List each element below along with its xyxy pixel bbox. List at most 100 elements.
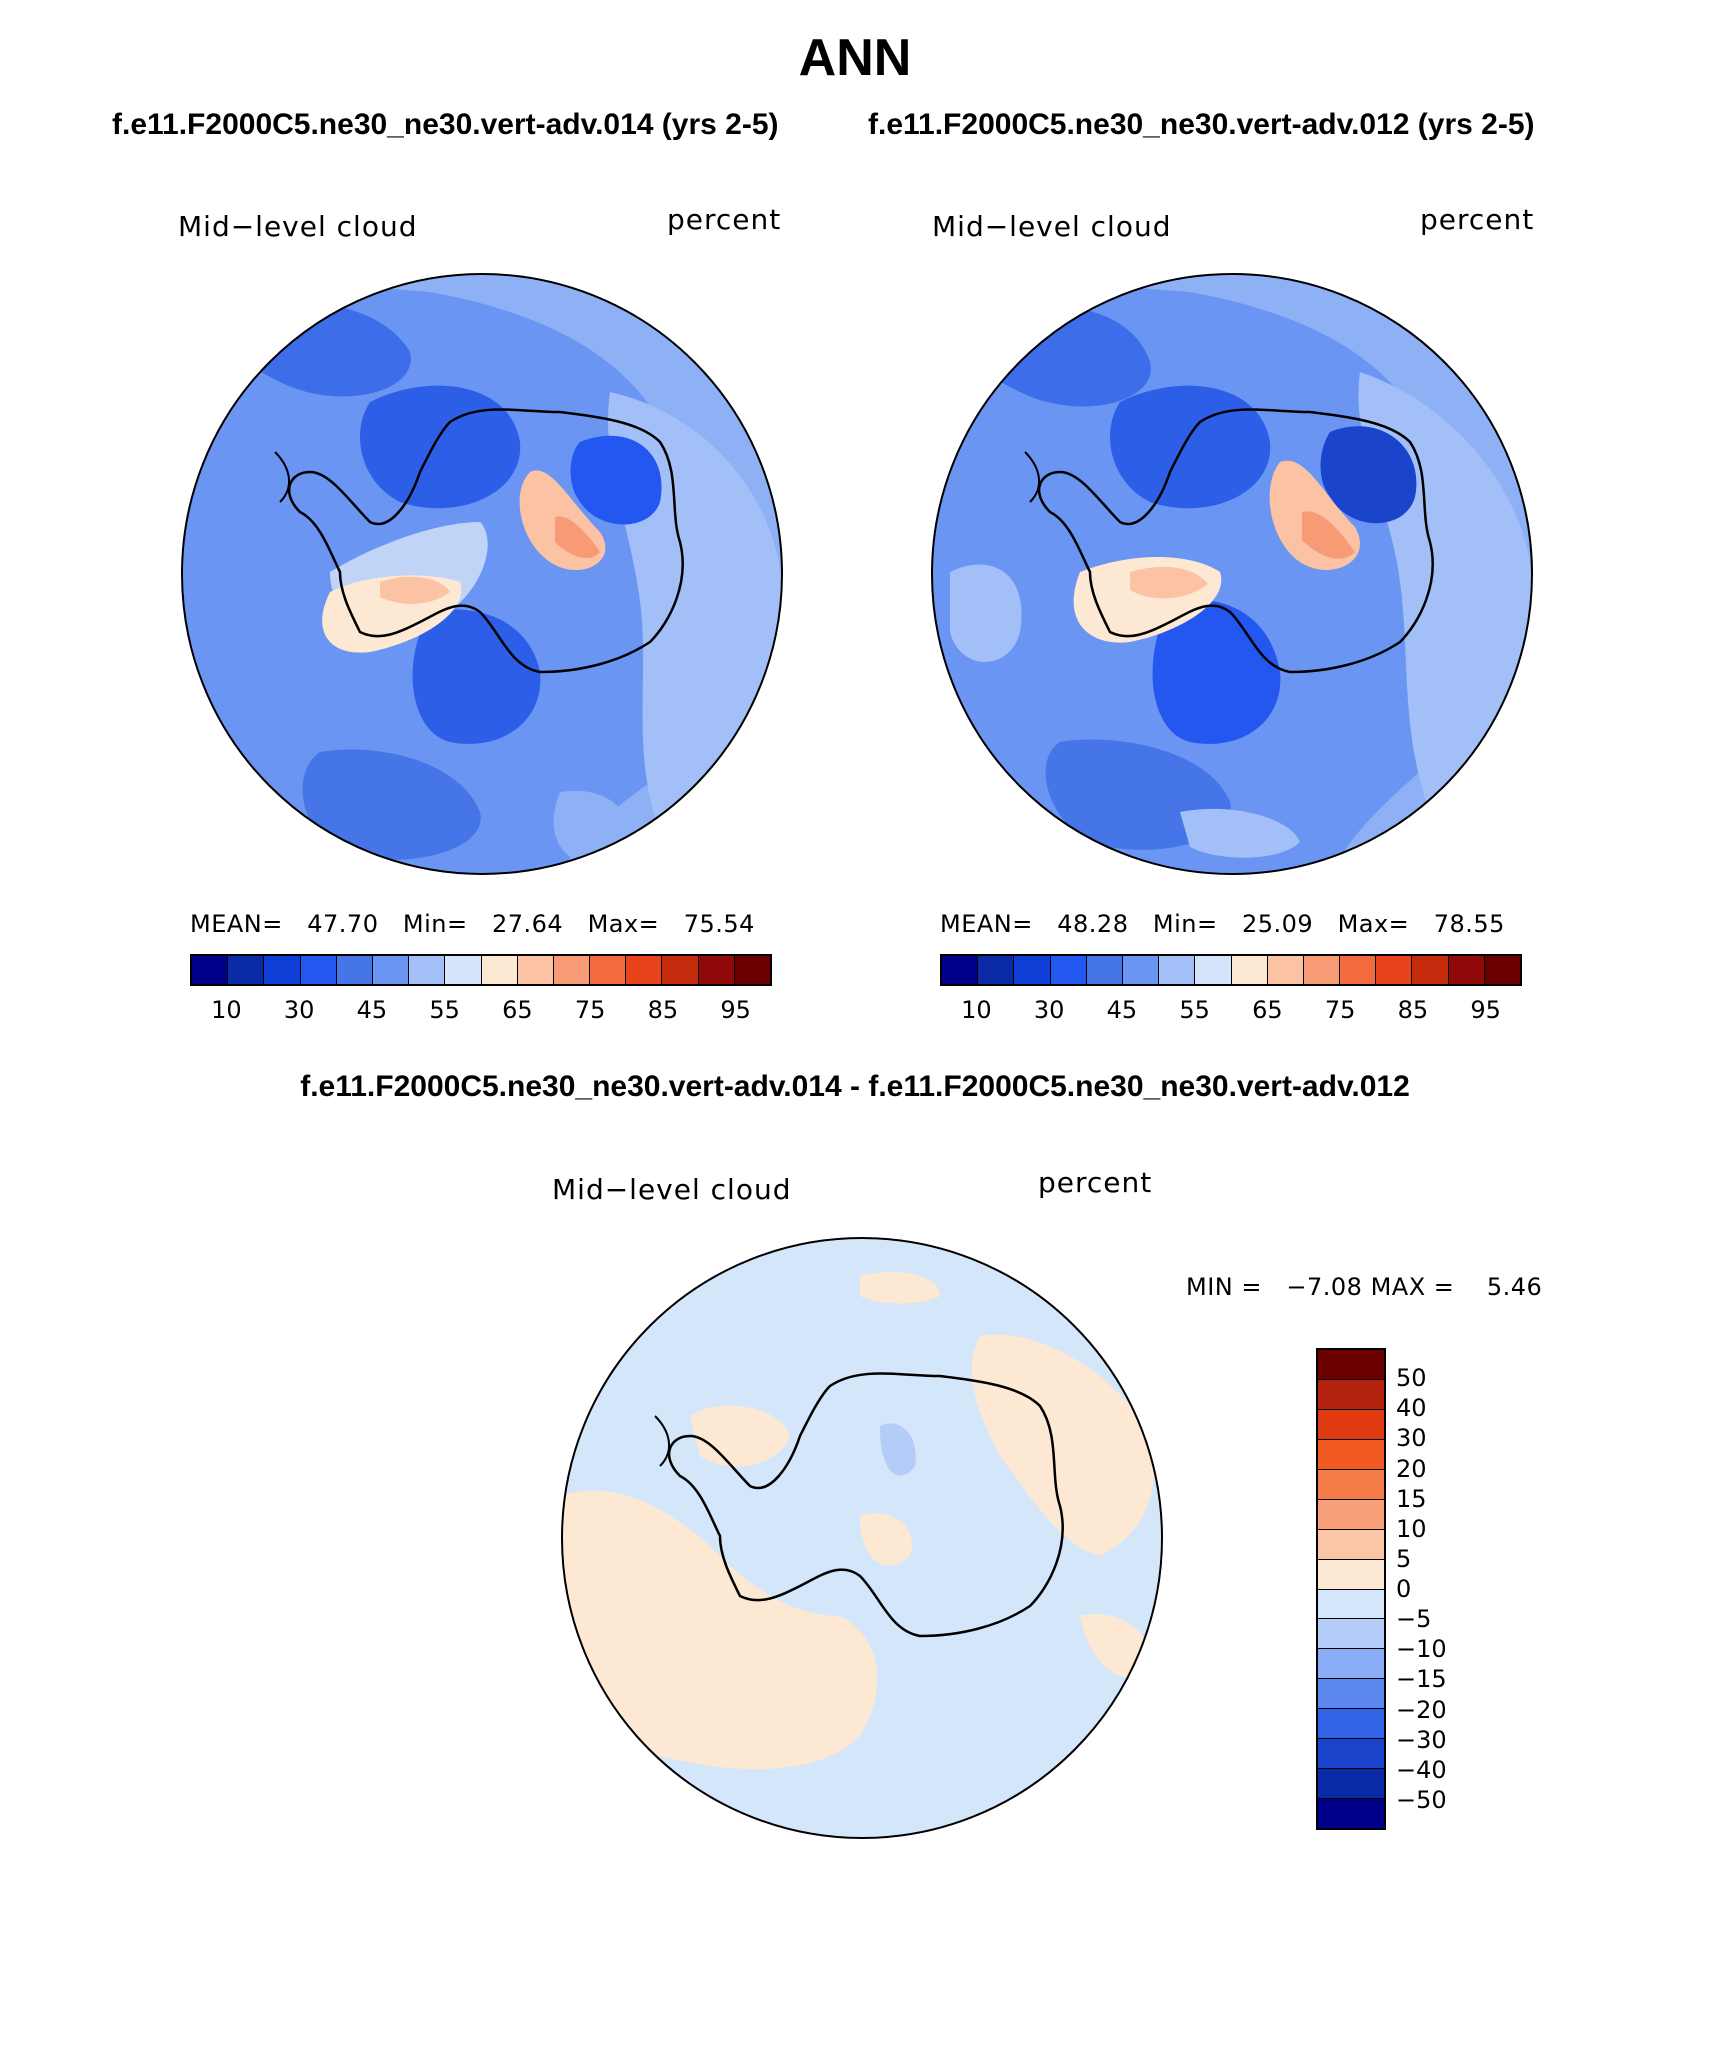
case1-max-value: 75.54 (683, 910, 755, 938)
antarctica-coastline (668, 1372, 1064, 1638)
colorbar-tick-label: −15 (1396, 1665, 1447, 1694)
case1-units-label: percent (667, 203, 782, 236)
colorbar-swatch (1318, 1409, 1384, 1440)
case2-min-value: 25.09 (1241, 910, 1314, 938)
case1-max-label: Max= (587, 910, 660, 938)
antarctica-coastline (288, 408, 684, 674)
diff-min-label: MIN = (1186, 1273, 1262, 1301)
colorbar-swatch (300, 956, 337, 984)
colorbar-tick-label: 30 (1396, 1424, 1427, 1453)
colorbar-swatch (264, 956, 301, 984)
colorbar-tick-label: −5 (1396, 1605, 1432, 1634)
case2-units-label: percent (1420, 203, 1535, 236)
case2-variable-label: Mid−level cloud (932, 210, 1172, 243)
map-field-region (562, 1490, 878, 1770)
colorbar-swatch (698, 956, 735, 984)
case1-stats: MEAN= 47.70 Min= 27.64 Max= 75.54 (190, 910, 755, 938)
colorbar-swatch (1484, 956, 1520, 984)
colorbar-swatch (1412, 956, 1449, 984)
peninsula-coastline (1024, 451, 1040, 503)
colorbar-tick-label: 10 (1396, 1514, 1427, 1543)
map-field-region (360, 385, 521, 509)
map-field-region (860, 1513, 912, 1566)
colorbar-tick-label: 15 (1396, 1484, 1427, 1513)
colorbar-tick-label: 75 (574, 996, 606, 1024)
colorbar-swatch (1318, 1799, 1384, 1828)
colorbar-swatch (1318, 1709, 1384, 1740)
case2-max-label: Max= (1337, 910, 1410, 938)
colorbar-swatch (228, 956, 265, 984)
map-field-region (971, 1334, 1155, 1556)
colorbar-tick-label: 85 (1397, 996, 1429, 1024)
map-border (181, 273, 783, 875)
map-field-region (1080, 1614, 1152, 1679)
colorbar-tick-label: −20 (1396, 1695, 1447, 1724)
colorbar-swatch (372, 956, 410, 984)
colorbar-swatch (1122, 956, 1160, 984)
case2-map (931, 273, 1533, 875)
colorbar-tick-label: 30 (283, 996, 315, 1024)
colorbar-swatch (1318, 1769, 1384, 1800)
colorbar-swatch (1318, 1589, 1384, 1620)
case2-stats: MEAN= 48.28 Min= 25.09 Max= 78.55 (940, 910, 1505, 938)
colorbar-swatch (1050, 956, 1087, 984)
map-field-region (880, 1423, 916, 1476)
diff-colorbar (1316, 1348, 1386, 1830)
case2-max-value: 78.55 (1433, 910, 1505, 938)
colorbar-tick-label: −40 (1396, 1755, 1447, 1784)
colorbar-swatch (481, 956, 518, 984)
colorbar-swatch (1376, 956, 1413, 984)
map-field-region (860, 1272, 940, 1304)
map-field-region (570, 435, 662, 525)
diff-title: f.e11.F2000C5.ne30_ne30.vert-adv.014 - f… (300, 1070, 1410, 1103)
colorbar-tick-label: 5 (1396, 1544, 1412, 1573)
page-title: ANN (798, 29, 912, 87)
map-border (931, 273, 1533, 875)
colorbar-tick-label: 85 (647, 996, 679, 1024)
colorbar-tick-label: 95 (1470, 996, 1501, 1024)
colorbar-tick-label: 55 (429, 996, 460, 1024)
colorbar-swatch (1318, 1469, 1384, 1500)
colorbar-tick-label: 45 (356, 996, 388, 1024)
map-field-region (690, 1405, 790, 1467)
colorbar-swatch (1014, 956, 1051, 984)
colorbar-tick-label: 65 (502, 996, 533, 1024)
case1-mean-label: MEAN= (190, 910, 283, 938)
peninsula-coastline (654, 1415, 670, 1467)
colorbar-tick-label: 40 (1396, 1394, 1427, 1423)
colorbar-swatch (1303, 956, 1341, 984)
colorbar-tick-label: 65 (1252, 996, 1283, 1024)
colorbar-swatch (1318, 1559, 1384, 1590)
colorbar-swatch (553, 956, 591, 984)
colorbar-swatch (734, 956, 770, 984)
colorbar-swatch (942, 956, 979, 984)
colorbar-swatch (662, 956, 699, 984)
case1-mean-value: 47.70 (307, 910, 379, 938)
case1-min-value: 27.64 (491, 910, 564, 938)
colorbar-swatch (192, 956, 229, 984)
colorbar-swatch (1318, 1439, 1384, 1470)
colorbar-swatch (1318, 1350, 1384, 1380)
colorbar-swatch (626, 956, 663, 984)
colorbar-swatch (1340, 956, 1377, 984)
colorbar-swatch (1159, 956, 1196, 984)
peninsula-coastline (274, 451, 290, 503)
case2-mean-label: MEAN= (940, 910, 1033, 938)
case1-variable-label: Mid−level cloud (178, 210, 418, 243)
case1-min-label: Min= (402, 910, 468, 938)
map-border (561, 1237, 1163, 1839)
colorbar-swatch (1086, 956, 1123, 984)
colorbar-swatch (1267, 956, 1304, 984)
colorbar-swatch (1318, 1529, 1384, 1560)
colorbar-tick-label: 10 (961, 996, 992, 1024)
map-field-region (412, 609, 541, 744)
colorbar-tick-label: −10 (1396, 1635, 1447, 1664)
colorbar-swatch (590, 956, 627, 984)
map-field-region (1110, 385, 1271, 509)
map-field-region (1320, 426, 1417, 524)
diff-units-label: percent (1038, 1166, 1153, 1199)
map-field-region (1180, 808, 1300, 858)
map-field-region (555, 516, 600, 559)
diff-map (561, 1237, 1163, 1839)
map-field-region (302, 749, 481, 860)
